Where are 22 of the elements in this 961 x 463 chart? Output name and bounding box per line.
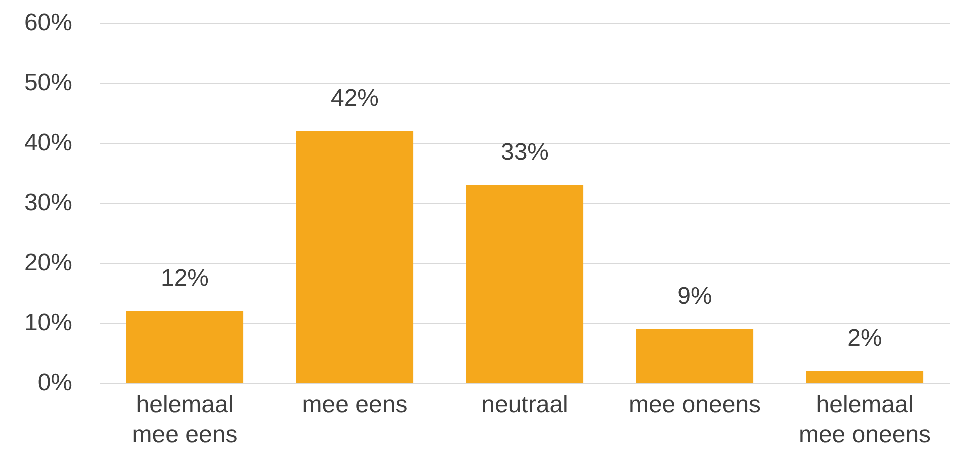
y-tick-label: 30%: [24, 190, 72, 216]
x-tick-label: mee eens: [302, 392, 408, 418]
bar: [636, 329, 754, 383]
data-label: 12%: [160, 265, 210, 292]
y-tick-label: 40%: [24, 130, 72, 156]
y-tick-label: 50%: [24, 70, 72, 96]
x-tick-label: helemaal mee eens: [132, 392, 238, 448]
x-tick-label: mee oneens: [628, 392, 762, 418]
data-label: 33%: [500, 139, 550, 166]
y-tick-label: 20%: [24, 250, 72, 276]
data-label: 42%: [330, 85, 380, 112]
data-label: 9%: [678, 283, 712, 310]
x-tick-label: helemaal mee oneens: [798, 392, 932, 448]
y-tick-label: 10%: [24, 310, 72, 336]
bar: [296, 131, 414, 383]
bar: [466, 185, 584, 383]
data-label: 2%: [848, 325, 882, 352]
x-tick-label: neutraal: [482, 392, 568, 418]
bar: [806, 371, 924, 383]
bar: [126, 311, 244, 383]
y-tick-label: 60%: [24, 10, 72, 36]
y-tick-label: 0%: [38, 370, 72, 396]
